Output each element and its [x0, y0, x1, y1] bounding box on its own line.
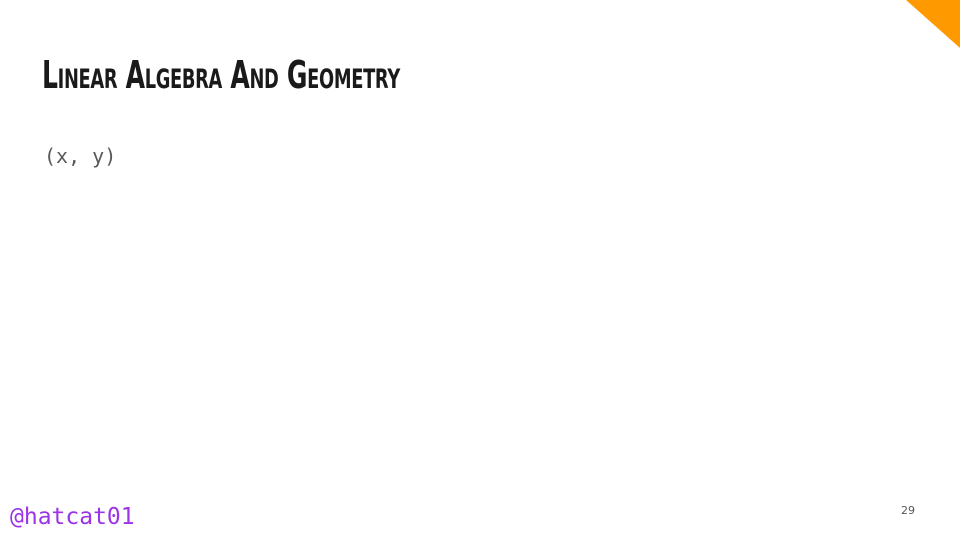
slide-body-text: (x, y) — [44, 144, 117, 168]
author-handle: @hatcat01 — [10, 504, 135, 530]
corner-accent-triangle — [906, 0, 960, 48]
page-number: 29 — [901, 504, 915, 517]
corner-accent-shape — [906, 0, 960, 48]
slide-title: Linear Algebra And Geometry — [42, 53, 400, 97]
